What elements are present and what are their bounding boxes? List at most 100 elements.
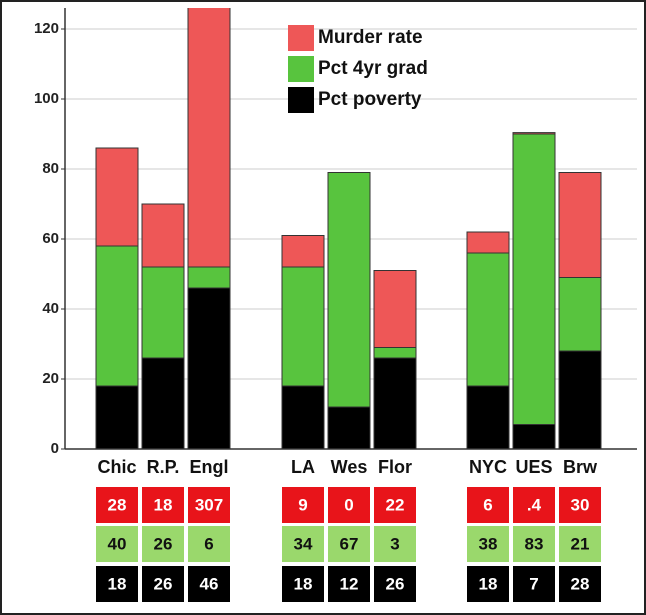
x-tick-label: R.P. — [147, 457, 180, 477]
bar-segment — [466, 385, 510, 449]
data-label: 18 — [479, 574, 498, 593]
data-label: 307 — [195, 495, 223, 514]
bar-segment — [466, 231, 510, 254]
x-tick-label: Brw — [563, 457, 598, 477]
legend-label: Murder rate — [318, 27, 423, 48]
data-label: 46 — [200, 574, 219, 593]
table-cell — [467, 526, 509, 562]
table-cell — [374, 487, 416, 523]
bar-segment — [512, 424, 556, 449]
data-label: 12 — [340, 574, 359, 593]
bar-segment — [558, 172, 602, 278]
x-tick-label: Engl — [190, 457, 229, 477]
data-label: 26 — [386, 574, 405, 593]
data-label: 38 — [479, 534, 498, 553]
table-cell — [282, 526, 324, 562]
data-label: 40 — [108, 534, 127, 553]
data-label: 83 — [525, 534, 544, 553]
table-cell — [188, 487, 230, 523]
x-tick-label: NYC — [469, 457, 507, 477]
table-cell — [467, 487, 509, 523]
x-tick-label: LA — [291, 457, 315, 477]
legend-swatch — [288, 87, 314, 113]
y-tick-label: 80 — [42, 160, 59, 177]
bar-segment — [141, 266, 185, 359]
table-cell — [559, 526, 601, 562]
data-label: 26 — [154, 574, 173, 593]
table-cell — [96, 566, 138, 602]
table-cell — [142, 526, 184, 562]
bar-segment — [187, 287, 231, 449]
bar-segment — [327, 172, 371, 408]
bar-segment — [373, 270, 417, 348]
bar-segment — [373, 357, 417, 449]
table-cell — [328, 487, 370, 523]
table-cell — [96, 526, 138, 562]
data-label: 28 — [571, 574, 590, 593]
table-cell — [513, 526, 555, 562]
table-cell — [559, 566, 601, 602]
bar-segment — [558, 277, 602, 352]
table-cell — [374, 566, 416, 602]
data-label: 18 — [108, 574, 127, 593]
bar-segment — [141, 357, 185, 449]
table-cell — [188, 526, 230, 562]
table-cell — [513, 487, 555, 523]
data-label: 67 — [340, 534, 359, 553]
bar-segment — [281, 385, 325, 449]
data-label: 6 — [204, 534, 213, 553]
data-label: 7 — [529, 574, 538, 593]
y-tick-label: 0 — [51, 440, 59, 457]
data-label: 26 — [154, 534, 173, 553]
x-tick-label: Flor — [378, 457, 412, 477]
bar-segment — [373, 347, 417, 359]
y-tick-label: 100 — [34, 90, 59, 107]
data-label: 34 — [294, 534, 313, 553]
bar-segment — [281, 235, 325, 268]
legend-swatch — [288, 25, 314, 51]
bar-segment — [512, 132, 556, 135]
table-cell — [142, 566, 184, 602]
table-cell — [374, 526, 416, 562]
data-label: 30 — [571, 495, 590, 514]
table-cell — [282, 487, 324, 523]
y-tick-label: 60 — [42, 230, 59, 247]
bar-segment — [466, 252, 510, 387]
legend-label: Pct poverty — [318, 89, 422, 110]
table-cell — [559, 487, 601, 523]
bar-segment — [95, 245, 139, 387]
data-label: 9 — [298, 495, 307, 514]
y-tick-label: 40 — [42, 300, 59, 317]
data-label: 21 — [571, 534, 590, 553]
x-tick-label: Wes — [331, 457, 368, 477]
data-label: 3 — [390, 534, 399, 553]
y-tick-label: 20 — [42, 370, 59, 387]
table-cell — [328, 526, 370, 562]
table-cell — [96, 487, 138, 523]
data-label: 18 — [294, 574, 313, 593]
data-label: 6 — [483, 495, 492, 514]
bar-segment — [281, 266, 325, 387]
bar-segment — [95, 385, 139, 449]
data-label: 28 — [108, 495, 127, 514]
data-label: 0 — [344, 495, 353, 514]
y-tick-label: 120 — [34, 20, 59, 37]
table-cell — [328, 566, 370, 602]
bar-segment — [558, 350, 602, 449]
bar-segment — [187, 266, 231, 289]
bar-segment — [512, 133, 556, 425]
x-tick-label: Chic — [97, 457, 136, 477]
bar-segment — [327, 406, 371, 449]
table-cell — [282, 566, 324, 602]
data-label: 22 — [386, 495, 405, 514]
x-tick-label: UES — [515, 457, 552, 477]
bar-segment — [141, 203, 185, 268]
legend-swatch — [288, 56, 314, 82]
table-cell — [188, 566, 230, 602]
bar-segment — [95, 147, 139, 247]
legend-label: Pct 4yr grad — [318, 58, 428, 79]
table-cell — [142, 487, 184, 523]
table-cell — [467, 566, 509, 602]
